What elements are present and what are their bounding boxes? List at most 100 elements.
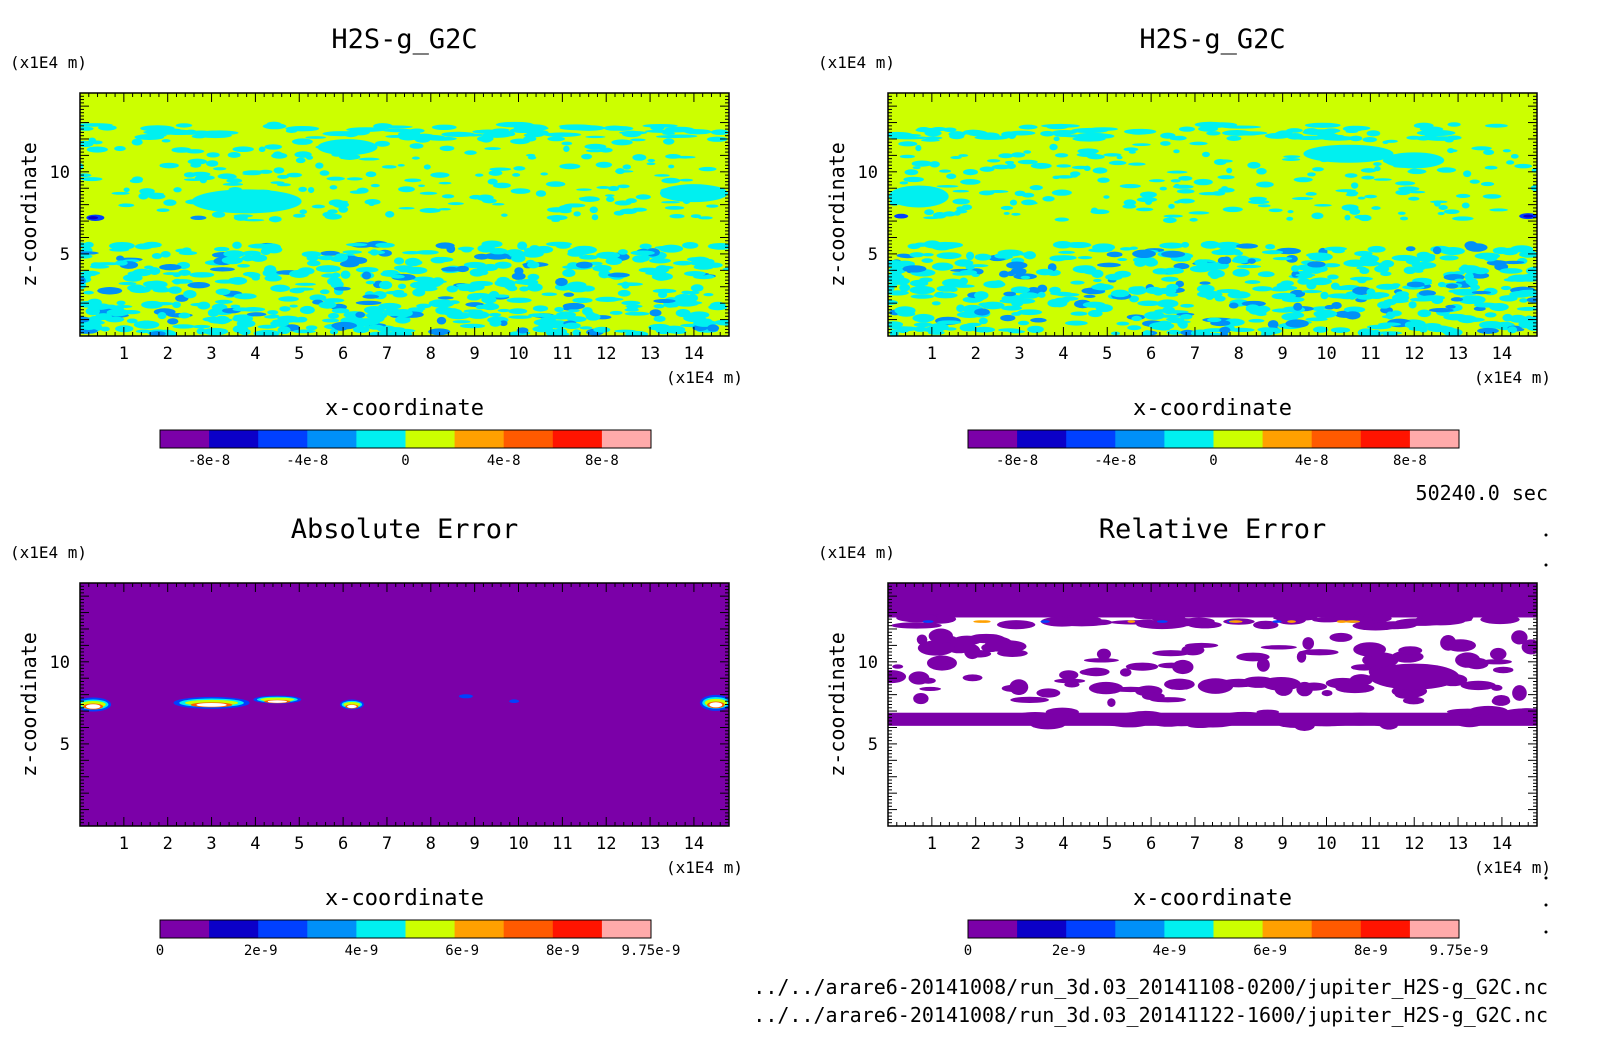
colorbar-swatch xyxy=(968,920,1018,938)
x-tick-label: 14 xyxy=(684,834,704,854)
colorbar-swatch xyxy=(1262,920,1313,938)
x-tick-label: 12 xyxy=(596,834,616,854)
colorbar-swatch xyxy=(356,920,406,938)
colorbar-tick-label: -8e-8 xyxy=(996,453,1038,469)
x-tick-label: 9 xyxy=(1278,344,1288,364)
colorbar-swatch xyxy=(1213,430,1264,448)
x-tick-label: 2 xyxy=(163,344,173,364)
x-tick-label: 14 xyxy=(1492,834,1512,854)
x-tick-label: 3 xyxy=(1014,834,1024,854)
y-axis-label: z-coordinate xyxy=(17,632,41,777)
colorbar-tick-label: -4e-8 xyxy=(286,453,328,469)
panel-title: H2S-g_G2C xyxy=(1139,24,1285,55)
x-tick-label: 4 xyxy=(1058,834,1068,854)
colorbar-swatch xyxy=(1311,430,1362,448)
colorbar-tick-label: 9.75e-9 xyxy=(1429,943,1488,959)
colorbar-swatch xyxy=(209,430,259,448)
x-tick-label: 9 xyxy=(470,344,480,364)
colorbar: 0 2e-9 4e-9 6e-9 8e-9 9.75e-9 xyxy=(156,919,681,959)
colorbar-swatch xyxy=(307,430,357,448)
colorbar-swatch xyxy=(1164,920,1214,938)
x-tick-label: 3 xyxy=(206,344,216,364)
colorbar-tick-label: 8e-9 xyxy=(546,943,580,959)
x-unit-label: (x1E4 m) xyxy=(1474,858,1551,877)
colorbar-swatch xyxy=(405,430,456,448)
x-tick-label: 2 xyxy=(971,834,981,854)
time-label: 50240.0 sec xyxy=(1416,481,1548,505)
x-tick-label: 14 xyxy=(1492,344,1512,364)
colorbar-tick-label: 8e-8 xyxy=(585,453,619,469)
y-tick-label: 10 xyxy=(858,653,878,673)
x-tick-label: 10 xyxy=(1316,834,1336,854)
y-axis-label: z-coordinate xyxy=(825,632,849,777)
colorbar-tick-label: 0 xyxy=(964,943,972,959)
colorbar-swatch xyxy=(405,920,456,938)
colorbar-tick-label: 2e-9 xyxy=(244,943,278,959)
colorbar-swatch xyxy=(1115,920,1165,938)
y-tick-label: 5 xyxy=(868,245,878,265)
y-tick-label: 10 xyxy=(50,163,70,183)
colorbar-swatch xyxy=(1409,430,1460,448)
edge-markers xyxy=(1544,533,1548,934)
colorbar-swatch xyxy=(1017,430,1067,448)
x-tick-label: 7 xyxy=(382,834,392,854)
y-unit-label: (x1E4 m) xyxy=(10,53,87,72)
colorbar-tick-label: 6e-9 xyxy=(445,943,479,959)
x-tick-label: 12 xyxy=(1404,344,1424,364)
colorbar-swatch xyxy=(552,920,603,938)
y-unit-label: (x1E4 m) xyxy=(818,53,895,72)
colorbar-tick-label: 0 xyxy=(1209,453,1217,469)
x-tick-label: 7 xyxy=(1190,344,1200,364)
y-axis-label: z-coordinate xyxy=(825,142,849,287)
x-axis-label: x-coordinate xyxy=(325,396,484,421)
x-tick-label: 4 xyxy=(250,344,260,364)
colorbar-swatch xyxy=(1311,920,1362,938)
colorbar-tick-label: 4e-9 xyxy=(345,943,379,959)
colorbar-swatch xyxy=(356,430,406,448)
colorbar-swatch xyxy=(968,430,1018,448)
x-unit-label: (x1E4 m) xyxy=(666,368,743,387)
colorbar-swatch xyxy=(552,430,603,448)
x-axis-label: x-coordinate xyxy=(1133,886,1292,911)
x-tick-label: 10 xyxy=(1316,344,1336,364)
colorbar-tick-label: -4e-8 xyxy=(1094,453,1136,469)
x-tick-label: 8 xyxy=(426,834,436,854)
colorbar-tick-label: 6e-9 xyxy=(1253,943,1287,959)
colorbar-tick-label: 9.75e-9 xyxy=(621,943,680,959)
y-tick-label: 5 xyxy=(868,735,878,755)
x-tick-label: 2 xyxy=(971,344,981,364)
colorbar-swatch xyxy=(209,920,259,938)
colorbar-swatch xyxy=(160,430,210,448)
x-tick-label: 4 xyxy=(1058,344,1068,364)
x-tick-label: 11 xyxy=(1360,834,1380,854)
colorbar-swatch xyxy=(1262,430,1313,448)
x-tick-label: 10 xyxy=(508,834,528,854)
colorbar-swatch xyxy=(160,920,210,938)
colorbar-tick-label: 2e-9 xyxy=(1052,943,1086,959)
heatmap-field xyxy=(888,93,1537,336)
colorbar-tick-label: -8e-8 xyxy=(188,453,230,469)
colorbar-swatch xyxy=(601,430,652,448)
x-tick-label: 5 xyxy=(1102,344,1112,364)
x-tick-label: 1 xyxy=(927,344,937,364)
x-unit-label: (x1E4 m) xyxy=(666,858,743,877)
x-tick-label: 12 xyxy=(596,344,616,364)
colorbar-swatch xyxy=(1017,920,1067,938)
y-unit-label: (x1E4 m) xyxy=(818,543,895,562)
panel-title: Relative Error xyxy=(1099,514,1327,545)
panel-title: Absolute Error xyxy=(291,514,519,545)
x-tick-label: 1 xyxy=(119,344,129,364)
x-tick-label: 11 xyxy=(552,344,572,364)
x-tick-label: 13 xyxy=(1448,834,1468,854)
x-tick-label: 5 xyxy=(1102,834,1112,854)
colorbar-swatch xyxy=(1164,430,1214,448)
colorbar-tick-label: 4e-8 xyxy=(1295,453,1329,469)
x-tick-label: 8 xyxy=(1234,834,1244,854)
y-tick-label: 5 xyxy=(60,735,70,755)
colorbar-swatch xyxy=(1066,920,1116,938)
colorbar-swatch xyxy=(1409,920,1460,938)
